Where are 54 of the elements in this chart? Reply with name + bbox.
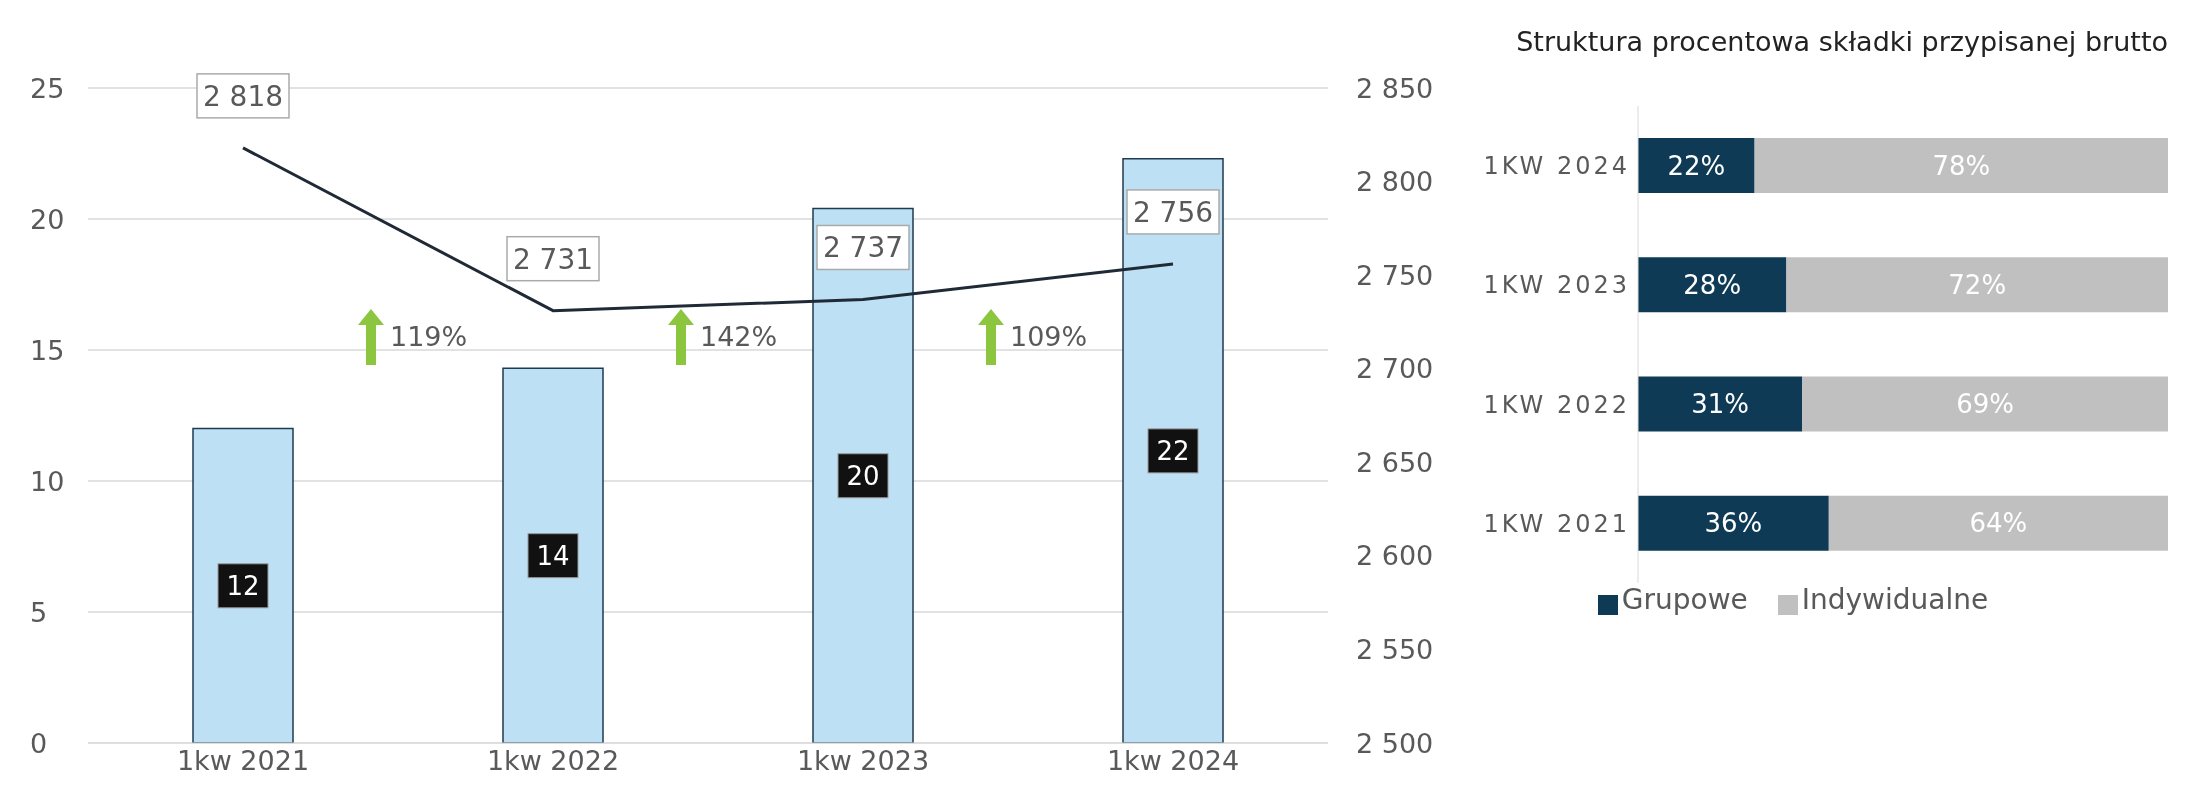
- y2-tick-label: 2 800: [1356, 166, 1434, 198]
- x-tick-label: 1kw 2024: [1106, 745, 1240, 777]
- data-label: 2 818: [202, 79, 284, 113]
- bar: [1638, 376, 1803, 432]
- x-tick-label: 1kw 2023: [796, 745, 930, 777]
- y-tick-label: 20: [30, 203, 65, 235]
- data-label: 2 737: [822, 231, 904, 265]
- legend-label: Indywidualne: [1801, 583, 1989, 616]
- data-label: 28%: [1683, 269, 1742, 300]
- y2-tick-label: 2 750: [1356, 259, 1434, 291]
- y-tick-label: 1KW 2022: [1483, 390, 1630, 419]
- bar: [502, 367, 604, 743]
- bar: [1828, 495, 2168, 551]
- annotation: 119%: [390, 321, 468, 353]
- bar: [192, 427, 294, 743]
- annotation: 142%: [700, 321, 778, 353]
- y-tick-label: 1KW 2023: [1483, 271, 1630, 300]
- bar: [1786, 257, 2168, 313]
- data-label: 22%: [1667, 150, 1726, 181]
- x-tick-label: 1kw 2022: [486, 745, 620, 777]
- y2-tick-label: 2 700: [1356, 353, 1434, 385]
- x-tick-label: 1kw 2021: [176, 745, 310, 777]
- y-tick-label: 1KW 2021: [1483, 509, 1630, 538]
- y2-tick-label: 2 600: [1356, 540, 1434, 572]
- annotation: 109%: [1010, 321, 1088, 353]
- data-label: 2 756: [1132, 195, 1214, 229]
- y2-tick-label: 2 550: [1356, 634, 1434, 666]
- data-label: 69%: [1956, 389, 2015, 419]
- y-tick-label: 0: [30, 727, 48, 759]
- y2-tick-label: 2 500: [1356, 727, 1434, 759]
- data-label: 72%: [1948, 269, 2007, 300]
- y-tick-label: 25: [30, 72, 65, 104]
- legend-label: Grupowe: [1621, 583, 1748, 616]
- y-tick-label: 5: [30, 596, 48, 628]
- data-label: 64%: [1969, 508, 2028, 539]
- data-label: 22: [1156, 435, 1190, 466]
- y2-tick-label: 2 850: [1356, 72, 1434, 104]
- data-label: 12: [226, 570, 260, 601]
- y-tick-label: 1KW 2024: [1483, 152, 1630, 181]
- data-label: 78%: [1932, 150, 1991, 181]
- data-label: 20: [846, 460, 880, 491]
- bar: [1638, 138, 1755, 193]
- bar: [1638, 257, 1787, 313]
- bar: [1754, 138, 2168, 193]
- y-tick-label: 15: [30, 334, 65, 366]
- bar: [1802, 376, 2168, 432]
- data-label: 31%: [1691, 389, 1750, 419]
- chart-title: Struktura procentowa składki przypisanej brutto: [1515, 25, 2169, 59]
- y2-tick-label: 2 650: [1356, 446, 1434, 478]
- bar: [1638, 495, 1829, 551]
- data-label: 36%: [1704, 508, 1763, 539]
- y-tick-label: 10: [30, 465, 65, 497]
- data-label: 2 731: [512, 242, 594, 276]
- data-label: 14: [536, 540, 570, 571]
